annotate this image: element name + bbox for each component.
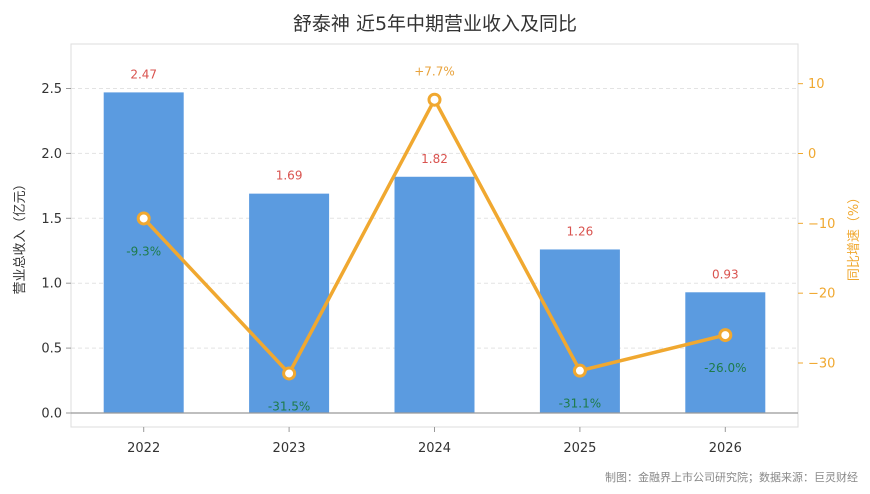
x-tick-label: 2024 xyxy=(418,441,451,456)
left-axis-label: 营业总收入（亿元） xyxy=(13,177,28,294)
left-tick-label: 1.5 xyxy=(41,212,62,227)
x-tick-label: 2022 xyxy=(127,441,160,456)
left-tick-label: 0.0 xyxy=(41,407,62,422)
left-tick-label: 2.0 xyxy=(41,147,62,162)
yoy-point-2026 xyxy=(718,328,733,343)
yoy-value-label: -9.3% xyxy=(126,244,161,258)
yoy-point-2024 xyxy=(427,92,442,107)
bars xyxy=(103,92,766,414)
bar-2026 xyxy=(685,292,766,413)
left-tick-label: 0.5 xyxy=(41,342,62,357)
bar-2024 xyxy=(394,176,475,413)
bar-2022 xyxy=(103,92,184,414)
bar-2025 xyxy=(539,249,620,413)
yoy-line xyxy=(136,92,733,381)
data-labels: 2.47 1.69 1.82 1.26 0.93 -9.3% -31.5% +7.7% -31.… xyxy=(126,65,746,414)
bar-value-label: 1.69 xyxy=(276,169,303,183)
yoy-value-label: -31.1% xyxy=(559,397,601,411)
x-tick-label: 2025 xyxy=(563,441,596,456)
footer-source: 制图：金融界上市公司研究院；数据来源：巨灵财经 xyxy=(605,470,858,484)
chart-title: 舒泰神 近5年中期营业收入及同比 xyxy=(293,13,577,35)
right-tick-label: 10 xyxy=(808,77,825,92)
yoy-point-2022 xyxy=(136,211,151,226)
right-tick-label: −20 xyxy=(808,287,835,302)
left-tick-label: 1.0 xyxy=(41,277,62,292)
x-tick-label: 2026 xyxy=(709,441,742,456)
right-axis-label: 同比增速（%） xyxy=(847,191,862,281)
left-tick-label: 2.5 xyxy=(41,82,62,97)
bar-value-label: 1.82 xyxy=(421,152,448,166)
bar-value-label: 0.93 xyxy=(712,267,739,281)
right-tick-label: −10 xyxy=(808,217,835,232)
yoy-value-label: -26.0% xyxy=(704,361,746,375)
left-axis-ticks: 0.0 0.5 1.0 1.5 2.0 2.5 xyxy=(41,82,71,422)
x-axis-ticks: 2022 2023 2024 2025 2026 xyxy=(127,427,742,456)
bar-value-label: 2.47 xyxy=(130,67,157,81)
bar-value-label: 1.26 xyxy=(567,224,594,238)
yoy-value-label: +7.7% xyxy=(414,65,455,79)
right-tick-label: −30 xyxy=(808,357,835,372)
right-axis-ticks: 10 0 −10 −20 −30 xyxy=(798,77,835,372)
yoy-value-label: -31.5% xyxy=(268,399,310,413)
right-tick-label: 0 xyxy=(808,147,816,162)
yoy-point-2025 xyxy=(572,363,587,378)
yoy-point-2023 xyxy=(282,366,297,381)
x-tick-label: 2023 xyxy=(273,441,306,456)
